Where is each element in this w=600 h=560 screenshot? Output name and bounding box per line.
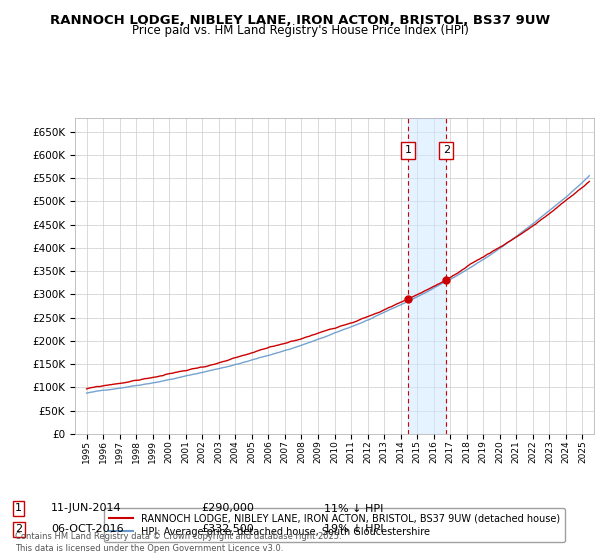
Text: 11-JUN-2014: 11-JUN-2014	[51, 503, 122, 514]
Text: £290,000: £290,000	[201, 503, 254, 514]
Text: 2: 2	[15, 524, 22, 534]
Text: 06-OCT-2016: 06-OCT-2016	[51, 524, 124, 534]
Text: 1: 1	[404, 145, 412, 155]
Legend: RANNOCH LODGE, NIBLEY LANE, IRON ACTON, BRISTOL, BS37 9UW (detached house), HPI:: RANNOCH LODGE, NIBLEY LANE, IRON ACTON, …	[104, 508, 565, 542]
Text: £332,500: £332,500	[201, 524, 254, 534]
Text: 1: 1	[15, 503, 22, 514]
Text: Price paid vs. HM Land Registry's House Price Index (HPI): Price paid vs. HM Land Registry's House …	[131, 24, 469, 37]
Bar	[408, 118, 446, 434]
Text: RANNOCH LODGE, NIBLEY LANE, IRON ACTON, BRISTOL, BS37 9UW: RANNOCH LODGE, NIBLEY LANE, IRON ACTON, …	[50, 14, 550, 27]
Text: 2: 2	[443, 145, 450, 155]
Text: 19% ↓ HPI: 19% ↓ HPI	[324, 524, 383, 534]
Text: 11% ↓ HPI: 11% ↓ HPI	[324, 503, 383, 514]
Text: Contains HM Land Registry data © Crown copyright and database right 2025.
This d: Contains HM Land Registry data © Crown c…	[15, 533, 341, 553]
